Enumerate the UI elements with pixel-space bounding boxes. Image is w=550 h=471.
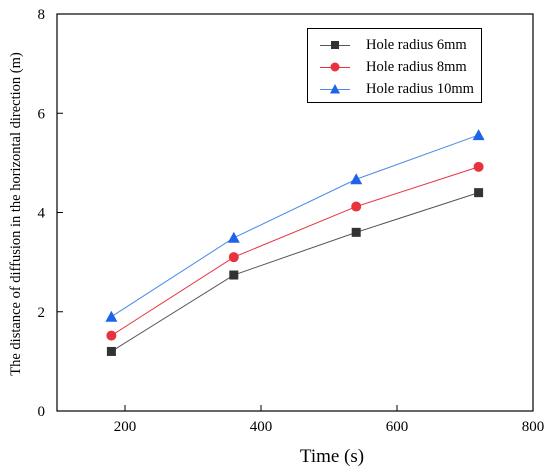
legend-label-8mm: Hole radius 8mm: [366, 59, 467, 75]
legend-label-6mm: Hole radius 6mm: [366, 37, 467, 53]
legend-item-6mm: Hole radius 6mm: [308, 35, 481, 57]
data-point-hole-radius-8mm-3: [473, 161, 484, 172]
legend: Hole radius 6mm Hole radius 8mm Hole rad…: [307, 28, 482, 103]
x-tick-label-600: 600: [386, 419, 409, 435]
data-point-hole-radius-10mm-0: [105, 310, 118, 322]
series-line-hole-radius-6mm: [111, 192, 479, 352]
triangle-marker-icon: [330, 84, 340, 94]
data-point-hole-radius-8mm-1: [228, 252, 239, 263]
series-layer: [105, 129, 485, 356]
legend-item-8mm: Hole radius 8mm: [308, 57, 481, 79]
legend-item-10mm: Hole radius 10mm: [308, 79, 481, 101]
y-axis-label: The distance of diffusion in the horizon…: [8, 52, 24, 376]
y-tick-label-4: 4: [38, 206, 46, 222]
data-point-hole-radius-8mm-0: [106, 330, 117, 341]
data-point-hole-radius-6mm-0: [106, 346, 116, 356]
y-tick-label-0: 0: [38, 404, 46, 420]
series-line-hole-radius-10mm: [111, 134, 479, 318]
data-point-hole-radius-10mm-3: [472, 129, 485, 141]
square-marker-icon: [331, 41, 339, 49]
circle-marker-icon: [330, 62, 340, 72]
x-axis-label: Time (s): [300, 446, 364, 467]
x-tick-label-400: 400: [250, 419, 273, 435]
series-line-hole-radius-8mm: [111, 166, 479, 336]
data-point-hole-radius-8mm-2: [351, 201, 362, 212]
y-tick-label-8: 8: [38, 7, 46, 23]
axes: 200 400 600 800 0 2 4 6 8: [38, 7, 545, 435]
data-point-hole-radius-10mm-1: [227, 231, 240, 243]
legend-label-10mm: Hole radius 10mm: [366, 81, 474, 97]
y-tick-label-2: 2: [38, 305, 46, 321]
x-tick-label-200: 200: [114, 419, 137, 435]
y-tick-label-6: 6: [38, 106, 46, 122]
data-point-hole-radius-6mm-3: [474, 188, 484, 198]
x-tick-label-800: 800: [522, 419, 545, 435]
data-point-hole-radius-6mm-1: [229, 270, 239, 280]
data-point-hole-radius-6mm-2: [351, 227, 361, 237]
data-point-hole-radius-10mm-2: [350, 173, 363, 185]
